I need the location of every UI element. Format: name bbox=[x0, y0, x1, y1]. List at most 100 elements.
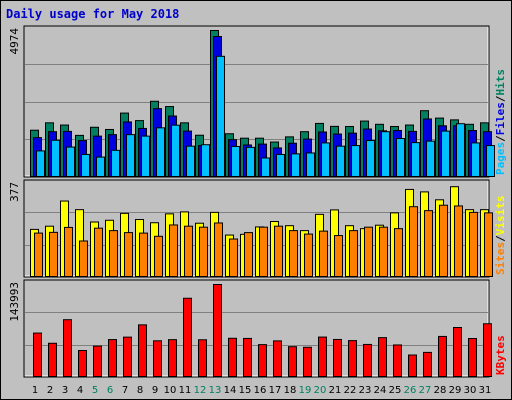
bar-kbytes-day-23 bbox=[363, 343, 372, 378]
bar-sites-day-23 bbox=[364, 226, 373, 277]
bar-sites-day-25 bbox=[394, 228, 403, 277]
day-label-31: 31 bbox=[479, 385, 492, 396]
day-label-29: 29 bbox=[449, 385, 462, 396]
bar-pages-day-21 bbox=[336, 145, 345, 177]
bar-sites-day-9 bbox=[154, 235, 163, 277]
bar-kbytes-day-9 bbox=[153, 340, 162, 377]
bar-sites-day-27 bbox=[424, 210, 433, 277]
bar-sites-day-29 bbox=[454, 205, 463, 277]
legend-sites: Sites bbox=[494, 242, 507, 275]
day-label-28: 28 bbox=[434, 385, 447, 396]
max-value-label: 377 bbox=[8, 182, 21, 202]
bar-kbytes-day-12 bbox=[198, 339, 207, 377]
bar-kbytes-day-21 bbox=[333, 338, 342, 377]
bar-sites-day-19 bbox=[304, 233, 313, 278]
bar-pages-day-26 bbox=[411, 142, 420, 178]
day-label-9: 9 bbox=[152, 385, 158, 396]
bar-sites-day-18 bbox=[289, 230, 298, 277]
bar-kbytes-day-20 bbox=[318, 336, 327, 378]
bar-sites-day-17 bbox=[274, 225, 283, 277]
bar-kbytes-day-18 bbox=[288, 346, 297, 378]
bar-pages-day-25 bbox=[396, 137, 405, 178]
bar-kbytes-day-17 bbox=[273, 340, 282, 377]
bar-sites-day-6 bbox=[109, 230, 118, 277]
bar-kbytes-day-10 bbox=[168, 339, 177, 377]
bar-sites-day-31 bbox=[484, 212, 493, 277]
legend-bottom: KBytes bbox=[494, 335, 507, 375]
bar-sites-day-13 bbox=[214, 222, 223, 277]
bar-sites-day-5 bbox=[94, 227, 103, 277]
bar-kbytes-day-26 bbox=[408, 354, 417, 377]
bar-sites-day-16 bbox=[259, 226, 268, 277]
bar-kbytes-day-3 bbox=[63, 319, 72, 377]
day-label-17: 17 bbox=[269, 385, 282, 396]
day-label-11: 11 bbox=[179, 385, 192, 396]
bar-kbytes-day-6 bbox=[108, 339, 117, 377]
bar-kbytes-day-14 bbox=[228, 337, 237, 378]
bar-pages-day-28 bbox=[441, 130, 450, 177]
chart-title: Daily usage for May 2018 bbox=[6, 7, 179, 21]
bar-pages-day-30 bbox=[471, 142, 480, 177]
day-label-24: 24 bbox=[374, 385, 387, 396]
legend-files: Files bbox=[494, 102, 507, 135]
bar-kbytes-day-1 bbox=[33, 332, 42, 378]
day-label-27: 27 bbox=[419, 385, 432, 396]
bar-pages-day-8 bbox=[141, 135, 150, 177]
legend-pages: Pages bbox=[494, 142, 507, 175]
bar-pages-day-19 bbox=[306, 152, 315, 177]
bar-kbytes-day-15 bbox=[243, 337, 252, 377]
bar-pages-day-1 bbox=[36, 150, 45, 177]
day-label-20: 20 bbox=[314, 385, 327, 396]
bar-pages-day-24 bbox=[381, 131, 390, 178]
bar-kbytes-day-27 bbox=[423, 351, 432, 377]
day-label-26: 26 bbox=[404, 385, 417, 396]
bar-pages-day-12 bbox=[201, 144, 210, 178]
day-label-7: 7 bbox=[122, 385, 128, 396]
max-value-label: 143993 bbox=[8, 282, 21, 322]
bar-pages-day-27 bbox=[426, 140, 435, 177]
bar-pages-day-13 bbox=[216, 55, 225, 177]
bar-sites-day-15 bbox=[244, 232, 253, 278]
bar-kbytes-day-2 bbox=[48, 342, 57, 377]
day-label-18: 18 bbox=[284, 385, 297, 396]
bar-kbytes-day-30 bbox=[468, 337, 477, 378]
legend-hits: Hits bbox=[494, 69, 507, 96]
day-label-14: 14 bbox=[224, 385, 237, 396]
bar-sites-day-24 bbox=[379, 226, 388, 277]
bar-pages-day-11 bbox=[186, 145, 195, 177]
bar-pages-day-31 bbox=[486, 145, 495, 178]
bar-sites-day-11 bbox=[184, 225, 193, 277]
bar-sites-day-28 bbox=[439, 204, 448, 277]
bar-pages-day-18 bbox=[291, 153, 300, 177]
day-label-4: 4 bbox=[77, 385, 83, 396]
bar-sites-day-26 bbox=[409, 206, 418, 278]
bar-sites-day-21 bbox=[334, 235, 343, 277]
bar-kbytes-day-11 bbox=[183, 297, 192, 378]
max-value-label: 4974 bbox=[8, 28, 21, 55]
bar-sites-day-12 bbox=[199, 226, 208, 277]
bar-pages-day-15 bbox=[246, 146, 255, 177]
day-label-5: 5 bbox=[92, 385, 98, 396]
day-label-21: 21 bbox=[329, 385, 342, 396]
bar-kbytes-day-8 bbox=[138, 324, 147, 378]
day-label-8: 8 bbox=[137, 385, 143, 396]
bar-pages-day-4 bbox=[81, 153, 90, 178]
day-label-23: 23 bbox=[359, 385, 372, 396]
legend-kbytes: KBytes bbox=[494, 335, 507, 375]
bar-pages-day-5 bbox=[96, 156, 105, 177]
bar-kbytes-day-31 bbox=[483, 323, 492, 378]
day-label-12: 12 bbox=[194, 385, 207, 396]
day-label-10: 10 bbox=[164, 385, 177, 396]
bar-kbytes-day-24 bbox=[378, 337, 387, 377]
day-label-22: 22 bbox=[344, 385, 357, 396]
day-label-6: 6 bbox=[107, 385, 113, 396]
legend-middle: Sites/Visits bbox=[494, 196, 507, 276]
legend-top: Pages/Files/Hits bbox=[494, 69, 507, 175]
bar-sites-day-14 bbox=[229, 238, 238, 277]
bar-kbytes-day-13 bbox=[213, 284, 222, 377]
bar-sites-day-8 bbox=[139, 232, 148, 277]
bar-pages-day-9 bbox=[156, 127, 165, 177]
bar-pages-day-14 bbox=[231, 145, 240, 178]
bar-pages-day-22 bbox=[351, 145, 360, 178]
bar-pages-day-23 bbox=[366, 140, 375, 178]
